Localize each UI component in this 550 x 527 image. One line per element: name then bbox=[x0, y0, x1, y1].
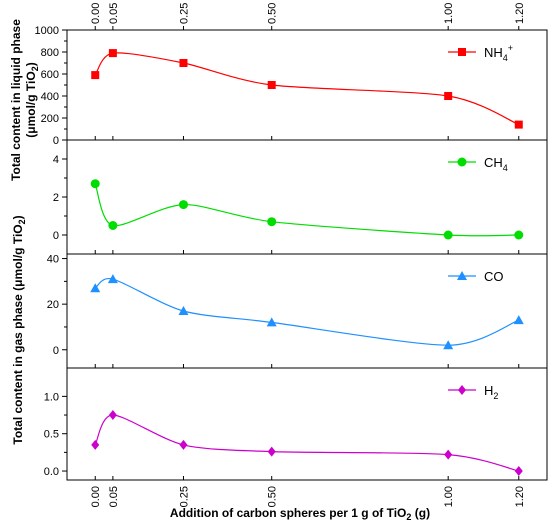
top-x-tick-label: 1.20 bbox=[514, 3, 526, 24]
y-axis-title-gas: Total content in gas phase (μmol/g TiO2) bbox=[11, 215, 27, 444]
data-point bbox=[514, 230, 524, 240]
data-point bbox=[108, 221, 118, 230]
legend-label: CO bbox=[484, 269, 504, 284]
x-axis-title: Addition of carbon spheres per 1 g of Ti… bbox=[170, 506, 430, 522]
top-x-tick-label: 0.00 bbox=[90, 3, 102, 24]
y-tick-label: 600 bbox=[41, 69, 59, 81]
data-point bbox=[107, 274, 118, 284]
panel-nh4: 0 200 400 600 800 1000 NH4+ bbox=[35, 25, 548, 147]
y-axis-titles: Total content in liquid phase (μmol/g Ti… bbox=[9, 19, 40, 445]
panel-frame bbox=[66, 139, 548, 255]
panel-ch4: 0 2 4 CH4 bbox=[53, 139, 548, 255]
bottom-x-tick-label: 0.00 bbox=[90, 486, 102, 507]
y-tick-label: 0 bbox=[53, 135, 59, 147]
x-axis-layer: 0.00 0.00 0.05 0.05 0.25 0.25 0.50 0.50 1.00 1.00… bbox=[90, 3, 526, 508]
data-point bbox=[513, 315, 524, 325]
y-tick-label: 1.0 bbox=[44, 391, 59, 403]
legend-label: CH4 bbox=[484, 155, 508, 173]
data-point bbox=[267, 446, 276, 457]
y-tick-label: 40 bbox=[47, 254, 59, 266]
data-point bbox=[267, 217, 277, 227]
data-point bbox=[266, 317, 277, 327]
series-line bbox=[94, 277, 520, 346]
data-point bbox=[90, 283, 101, 293]
y-tick-label: 20 bbox=[47, 299, 59, 311]
y-tick-label: 0 bbox=[53, 345, 59, 357]
panel-co: 0 20 40 CO bbox=[47, 253, 548, 369]
data-point bbox=[443, 340, 454, 350]
y-tick-label: 2 bbox=[53, 192, 59, 204]
series-line bbox=[94, 183, 519, 237]
y-axis-title-liquid: Total content in liquid phase bbox=[9, 19, 23, 181]
data-point bbox=[444, 92, 453, 100]
panels-layer: 0 200 400 600 800 1000 NH4+ 0 2 4 CH4 0 20 40 CO 0.0 0.5… bbox=[35, 25, 548, 481]
series-line bbox=[94, 414, 519, 472]
y-tick-label: 1000 bbox=[35, 25, 59, 37]
data-point bbox=[108, 49, 117, 58]
data-point bbox=[444, 449, 453, 460]
series-line bbox=[94, 52, 520, 126]
y-tick-label: 0 bbox=[53, 230, 59, 242]
legend-marker bbox=[458, 385, 466, 395]
bottom-x-tick-label: 0.25 bbox=[178, 486, 190, 507]
bottom-x-tick-label: 0.50 bbox=[267, 486, 279, 507]
data-point bbox=[91, 71, 100, 80]
panel-frame bbox=[66, 253, 548, 369]
top-x-tick-label: 1.00 bbox=[443, 3, 455, 24]
y-tick-label: 4 bbox=[53, 154, 59, 166]
bottom-x-tick-label: 0.05 bbox=[108, 486, 120, 507]
legend-label: H2 bbox=[484, 383, 498, 401]
data-point bbox=[267, 81, 276, 89]
panel-h2: 0.0 0.5 1.0 H2 bbox=[44, 367, 548, 481]
data-point bbox=[514, 466, 523, 477]
data-point bbox=[443, 230, 453, 240]
panel-frame bbox=[66, 29, 548, 141]
y-axis-title-liquid-units: (μmol/g TiO2) bbox=[24, 62, 40, 137]
data-point bbox=[108, 410, 117, 421]
y-tick-label: 800 bbox=[41, 47, 59, 59]
data-point bbox=[90, 179, 100, 189]
legend-label: NH4+ bbox=[484, 43, 513, 63]
y-tick-label: 0.0 bbox=[44, 466, 59, 478]
legend-marker bbox=[457, 157, 467, 167]
y-tick-label: 200 bbox=[41, 113, 59, 125]
data-point bbox=[91, 439, 100, 450]
legend-marker bbox=[458, 48, 466, 56]
y-tick-label: 0.5 bbox=[44, 429, 59, 441]
top-x-tick-label: 0.05 bbox=[108, 3, 120, 24]
y-tick-label: 400 bbox=[41, 91, 59, 103]
y-axis-title-liquid-line1: Total content in liquid phase bbox=[9, 19, 23, 181]
data-point bbox=[179, 439, 188, 450]
bottom-x-tick-label: 1.20 bbox=[514, 486, 526, 507]
bottom-x-tick-label: 1.00 bbox=[443, 486, 455, 507]
top-x-tick-label: 0.50 bbox=[267, 3, 279, 24]
top-x-tick-label: 0.25 bbox=[178, 3, 190, 24]
data-point bbox=[178, 200, 188, 210]
data-point bbox=[178, 306, 189, 315]
data-point bbox=[514, 120, 523, 129]
data-point bbox=[179, 59, 188, 67]
legend-marker bbox=[457, 271, 467, 280]
panel-frame bbox=[66, 367, 548, 481]
